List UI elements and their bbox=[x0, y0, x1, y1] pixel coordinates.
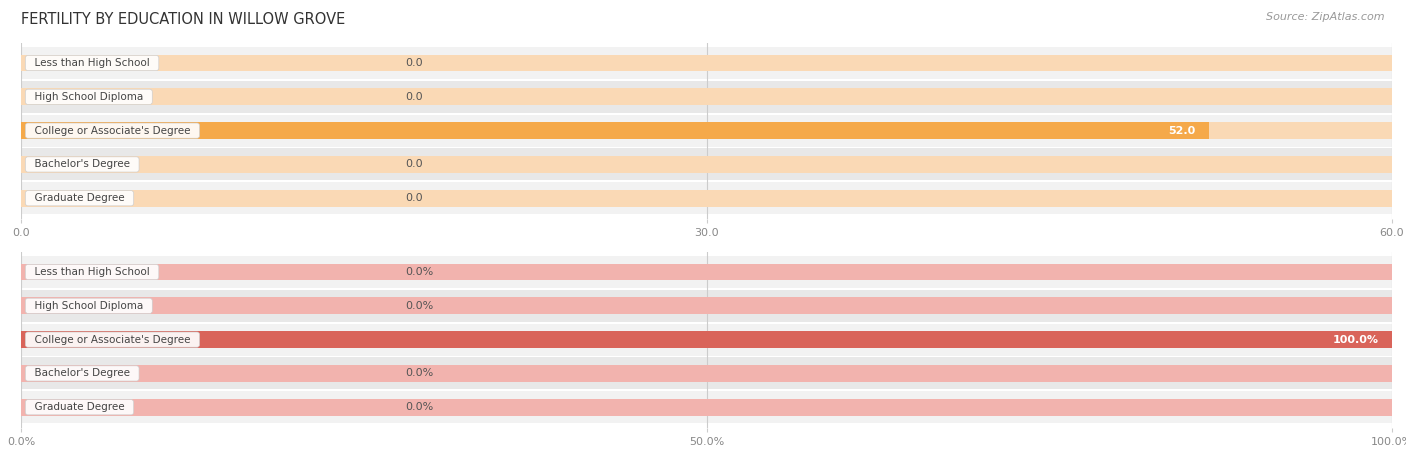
Bar bbox=[21, 399, 1392, 416]
Text: 0.0%: 0.0% bbox=[405, 267, 433, 277]
Bar bbox=[21, 122, 1209, 139]
Text: Source: ZipAtlas.com: Source: ZipAtlas.com bbox=[1267, 12, 1385, 22]
Text: Bachelor's Degree: Bachelor's Degree bbox=[28, 369, 136, 379]
Text: 0.0: 0.0 bbox=[405, 160, 423, 170]
Bar bbox=[21, 182, 1392, 214]
Text: College or Associate's Degree: College or Associate's Degree bbox=[28, 334, 197, 345]
Text: High School Diploma: High School Diploma bbox=[28, 301, 149, 311]
Bar bbox=[21, 190, 1392, 207]
Bar bbox=[21, 88, 1392, 105]
Text: Bachelor's Degree: Bachelor's Degree bbox=[28, 160, 136, 170]
Text: 0.0%: 0.0% bbox=[405, 369, 433, 379]
Text: 0.0%: 0.0% bbox=[405, 402, 433, 412]
Text: Graduate Degree: Graduate Degree bbox=[28, 193, 131, 203]
Bar bbox=[21, 264, 1392, 280]
Bar bbox=[21, 391, 1392, 423]
Text: College or Associate's Degree: College or Associate's Degree bbox=[28, 125, 197, 136]
Bar bbox=[21, 290, 1392, 322]
Text: FERTILITY BY EDUCATION IN WILLOW GROVE: FERTILITY BY EDUCATION IN WILLOW GROVE bbox=[21, 12, 346, 27]
Bar bbox=[21, 47, 1392, 79]
Bar bbox=[21, 323, 1392, 356]
Text: 0.0: 0.0 bbox=[405, 92, 423, 102]
Bar bbox=[21, 331, 1392, 348]
Text: 0.0: 0.0 bbox=[405, 193, 423, 203]
Bar bbox=[21, 156, 1392, 173]
Bar bbox=[21, 148, 1392, 180]
Bar bbox=[21, 122, 1392, 139]
Text: Less than High School: Less than High School bbox=[28, 267, 156, 277]
Bar bbox=[21, 331, 1392, 348]
Text: 100.0%: 100.0% bbox=[1333, 334, 1378, 345]
Bar bbox=[21, 55, 1392, 71]
Text: 52.0: 52.0 bbox=[1168, 125, 1195, 136]
Bar bbox=[21, 81, 1392, 113]
Bar bbox=[21, 114, 1392, 147]
Bar bbox=[21, 256, 1392, 288]
Bar bbox=[21, 297, 1392, 314]
Text: 0.0: 0.0 bbox=[405, 58, 423, 68]
Bar bbox=[21, 357, 1392, 389]
Text: High School Diploma: High School Diploma bbox=[28, 92, 149, 102]
Text: 0.0%: 0.0% bbox=[405, 301, 433, 311]
Text: Graduate Degree: Graduate Degree bbox=[28, 402, 131, 412]
Bar bbox=[21, 365, 1392, 382]
Text: Less than High School: Less than High School bbox=[28, 58, 156, 68]
